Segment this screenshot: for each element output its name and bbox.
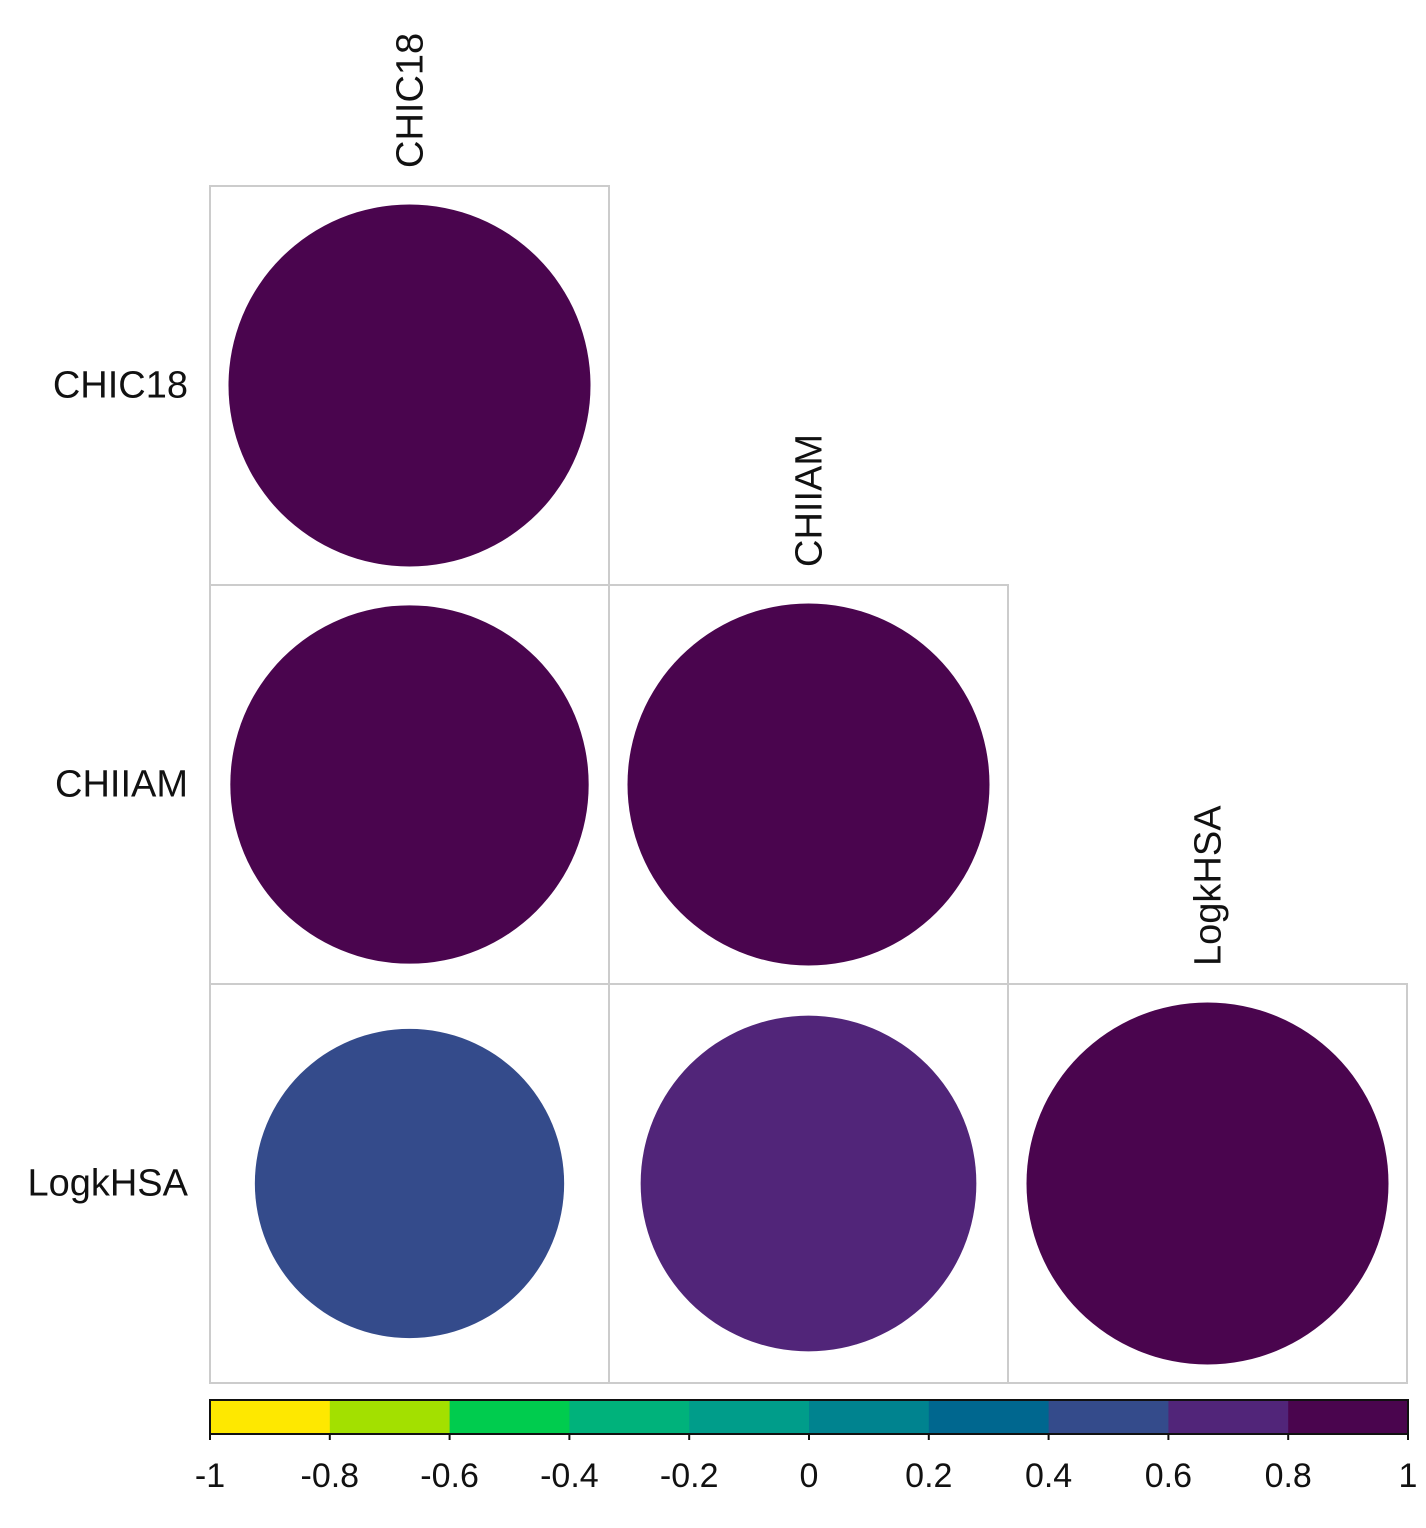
colorbar-tick-label: 1 xyxy=(1399,1457,1418,1495)
colorbar-tick-label: 0 xyxy=(800,1457,819,1495)
colorbar-bin xyxy=(569,1400,690,1434)
colorbar-tick-label: 0.2 xyxy=(905,1457,952,1495)
colorbar-tick-label: 0.4 xyxy=(1025,1457,1072,1495)
colorbar-tick-label: -0.8 xyxy=(301,1457,360,1495)
colorbar-tick-label: 0.6 xyxy=(1145,1457,1192,1495)
colorbar-bin xyxy=(449,1400,570,1434)
colorbar-tick-label: -0.4 xyxy=(540,1457,599,1495)
colorbar-bin xyxy=(1168,1400,1289,1434)
grid-cells xyxy=(209,185,1408,1384)
corr-circle-logkhsa-chic18 xyxy=(254,1028,565,1339)
corr-circle-chic18-chic18 xyxy=(228,204,591,567)
grid-cell-logkhsa-logkhsa xyxy=(1007,983,1408,1384)
colorbar-bin xyxy=(1048,1400,1169,1434)
colorbar-tick-label: -0.6 xyxy=(420,1457,479,1495)
corr-circle-chiiam-chic18 xyxy=(230,605,589,964)
colorbar-tick-label: 0.8 xyxy=(1265,1457,1312,1495)
row-label-chic18: CHIC18 xyxy=(53,365,188,407)
corr-circle-logkhsa-chiiam xyxy=(640,1015,977,1352)
colorbar-bin xyxy=(809,1400,930,1434)
row-label-chiiam: CHIIAM xyxy=(55,764,188,806)
corr-circle-chiiam-chiiam xyxy=(627,603,990,966)
colorbar-tick-label: -0.2 xyxy=(660,1457,719,1495)
corr-circle-logkhsa-logkhsa xyxy=(1026,1002,1389,1365)
colorbar: -1 -0.8 -0.6 -0.4 -0.2 0 0.2 0.4 0.6 0.8 1 xyxy=(195,1399,1418,1495)
col-label-chiiam: CHIIAM xyxy=(789,434,831,567)
col-label-logkhsa: LogkHSA xyxy=(1188,805,1230,966)
colorbar-bin xyxy=(689,1400,810,1434)
row-label-logkhsa: LogkHSA xyxy=(27,1163,188,1205)
variable-labels: CHIC18 CHIIAM LogkHSA CHIC18 CHIIAM LogkHSA xyxy=(27,33,1229,1205)
colorbar-bin xyxy=(1288,1400,1409,1434)
colorbar-tick-label: -1 xyxy=(195,1457,225,1495)
colorbar-bin xyxy=(928,1400,1050,1434)
colorbar-bin xyxy=(329,1400,451,1434)
colorbar-bin xyxy=(210,1400,331,1434)
col-label-chic18: CHIC18 xyxy=(390,33,432,168)
correlation-circles xyxy=(228,204,1389,1365)
